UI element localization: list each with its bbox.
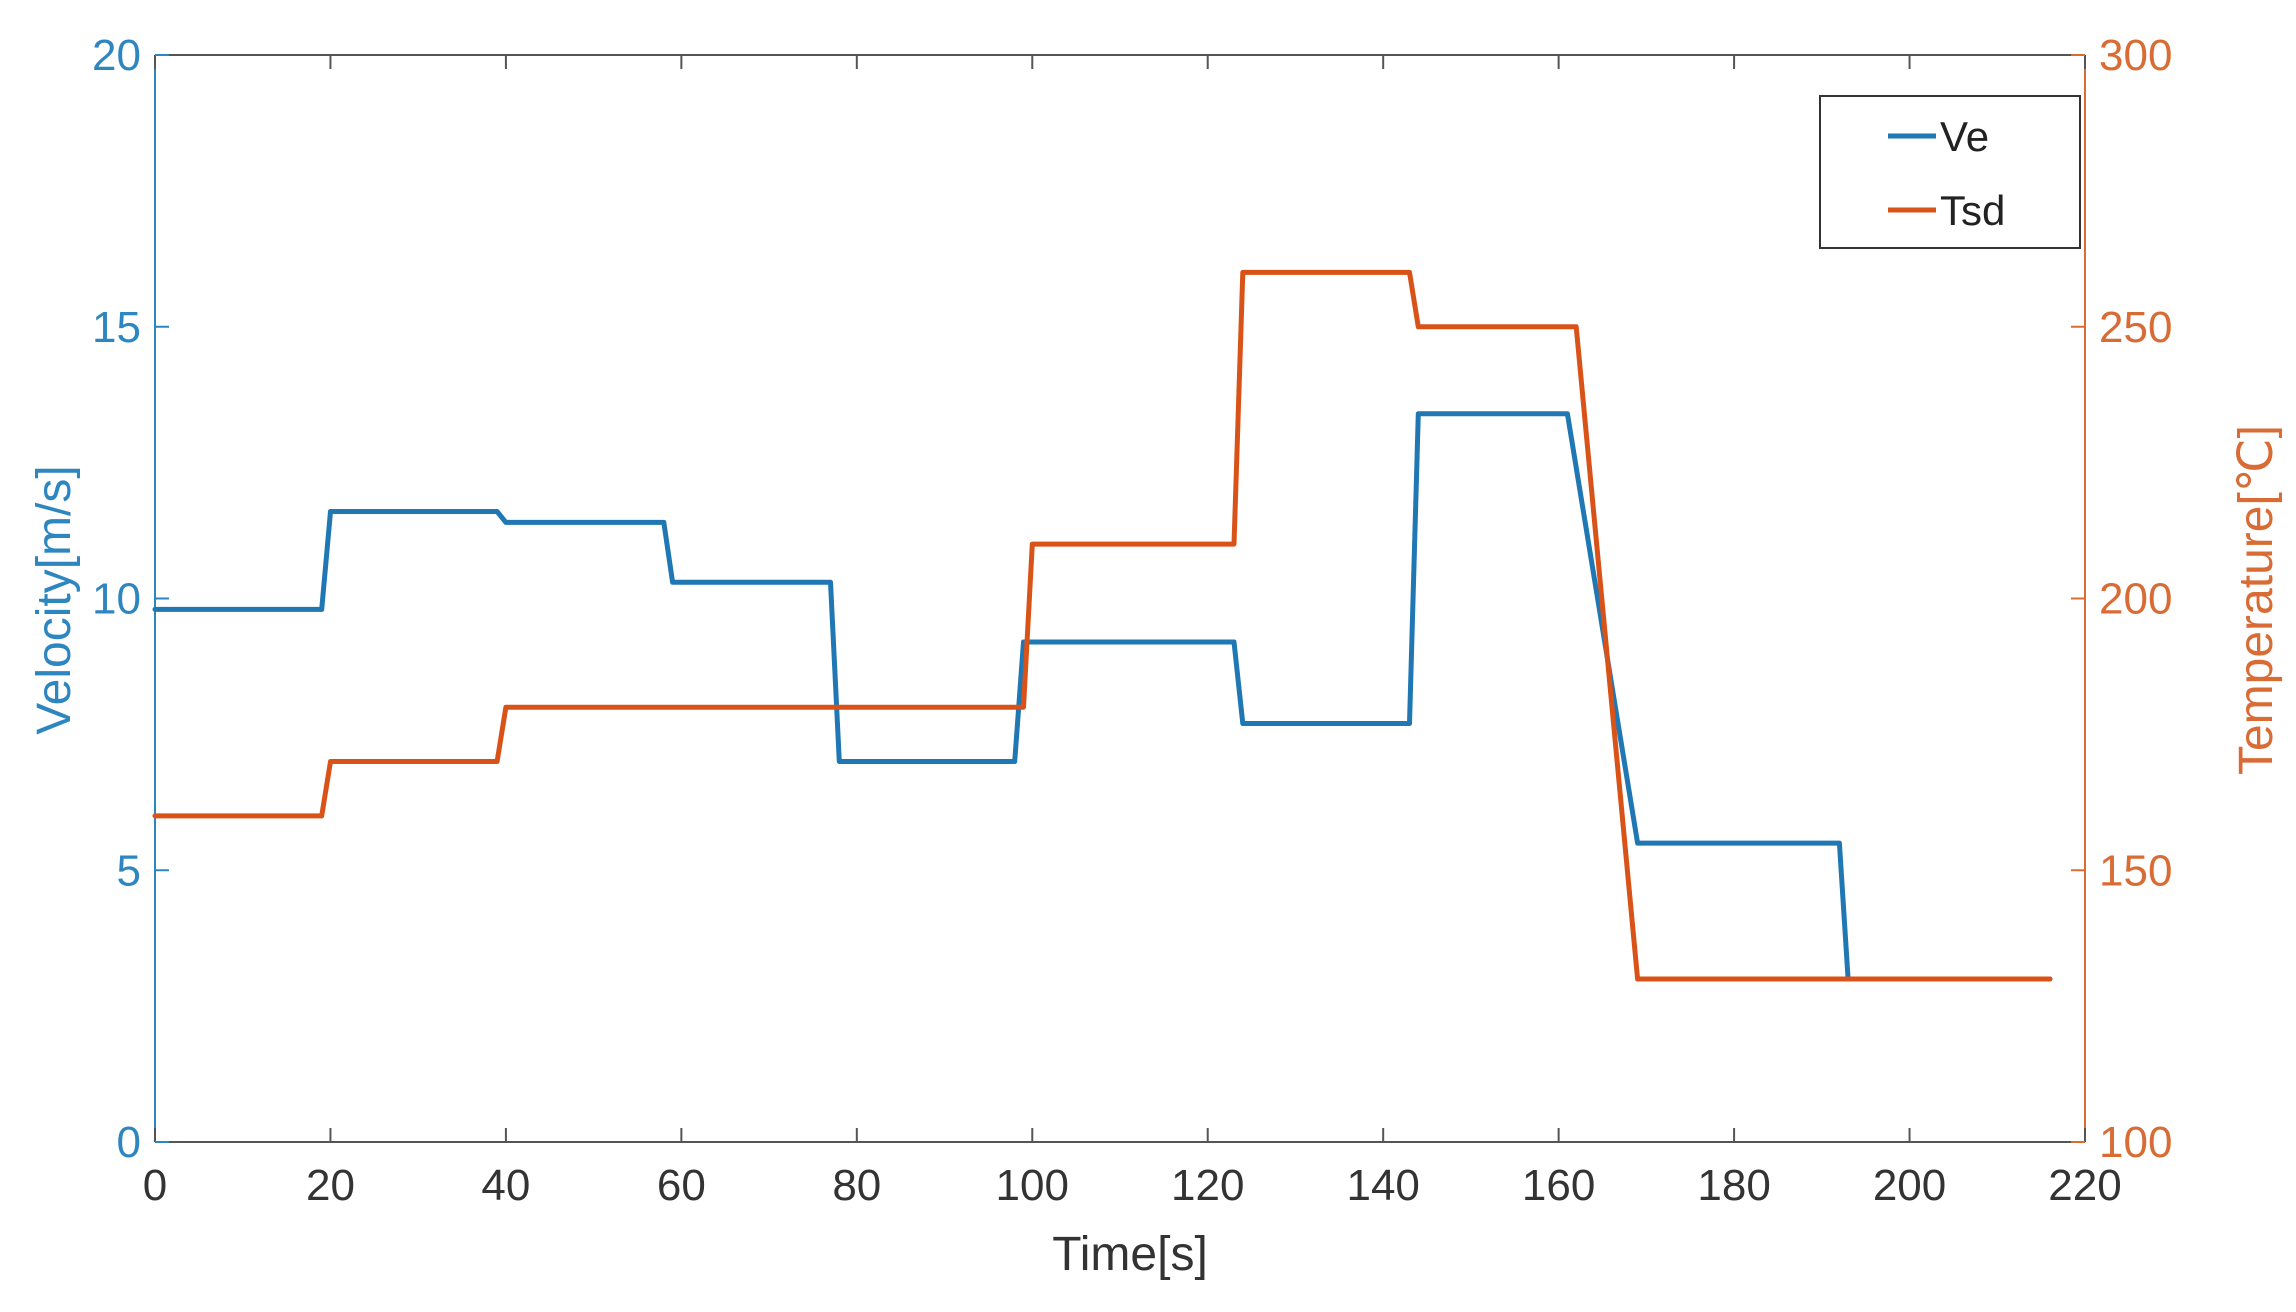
right-y-tick-label: 100 bbox=[2099, 1118, 2172, 1167]
x-tick-label: 220 bbox=[2048, 1161, 2121, 1210]
x-tick-label: 60 bbox=[657, 1161, 706, 1210]
legend-box bbox=[1819, 95, 2081, 249]
left-y-tick-label: 10 bbox=[92, 575, 141, 624]
x-tick-label: 180 bbox=[1697, 1161, 1770, 1210]
x-tick-label: 120 bbox=[1171, 1161, 1244, 1210]
left-y-tick-label: 15 bbox=[92, 303, 141, 352]
x-tick-label: 200 bbox=[1873, 1161, 1946, 1210]
left-y-axis-title: Velocity[m/s] bbox=[28, 465, 81, 734]
left-y-tick-label: 5 bbox=[117, 846, 141, 895]
right-y-tick-label: 200 bbox=[2099, 575, 2172, 624]
x-tick-label: 80 bbox=[832, 1161, 881, 1210]
legend-label-tsd: Tsd bbox=[1940, 187, 2005, 234]
right-y-tick-label: 300 bbox=[2099, 31, 2172, 80]
series-line-ve bbox=[152, 411, 2053, 982]
x-tick-label: 160 bbox=[1522, 1161, 1595, 1210]
series-layer bbox=[152, 269, 2053, 982]
x-axis-ticks: 0 20 40 60 80 100 120 140 160 180 200 220 bbox=[143, 55, 2122, 1210]
left-y-tick-label: 20 bbox=[92, 31, 141, 80]
right-y-tick-label: 150 bbox=[2099, 846, 2172, 895]
left-y-axis-ticks: 0 5 10 15 20 bbox=[92, 31, 169, 1167]
right-y-axis-title: Temperature[℃] bbox=[2230, 425, 2283, 775]
legend-label-ve: Ve bbox=[1940, 113, 1989, 160]
right-y-tick-label: 250 bbox=[2099, 303, 2172, 352]
series-line-tsd bbox=[152, 269, 2053, 982]
right-y-axis-ticks: 100 150 200 250 300 bbox=[2071, 31, 2172, 1167]
x-axis-title: Time[s] bbox=[1052, 1228, 1208, 1281]
x-tick-label: 100 bbox=[996, 1161, 1069, 1210]
left-y-tick-label: 0 bbox=[117, 1118, 141, 1167]
x-tick-label: 20 bbox=[306, 1161, 355, 1210]
x-tick-label: 0 bbox=[143, 1161, 167, 1210]
legend: Ve Tsd bbox=[1819, 95, 2081, 249]
x-tick-label: 40 bbox=[481, 1161, 530, 1210]
x-tick-label: 140 bbox=[1346, 1161, 1419, 1210]
